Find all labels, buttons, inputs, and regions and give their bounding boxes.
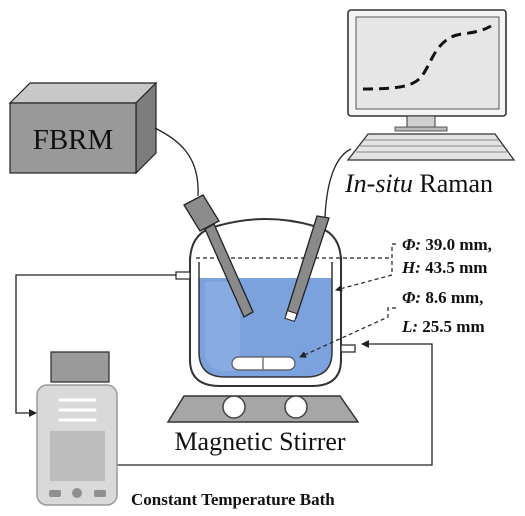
fbrm-box: FBRM [8,81,158,175]
bath-cap [50,351,110,383]
stirrer-knob-right [284,395,308,419]
raman-cable [324,148,352,218]
fbrm-box-top [8,82,158,104]
raman-signal-curve [362,24,492,91]
fbrm-probe-head [183,194,220,232]
circulation-line-out [15,274,176,417]
vessel-dim-height-symbol: H: [401,258,421,277]
stirbar-dim-symbol: Φ: [402,288,421,307]
jacket-port-top-left [175,271,191,280]
bath-device-icon [36,351,118,506]
fbrm-box-front [9,102,137,174]
stirbar-dim-line1: Φ: 8.6 mm, [402,288,483,307]
stirbar-dim-length-symbol: L: [401,317,418,336]
raman-probe-tip [284,310,298,322]
magnetic-stirrer [166,395,360,423]
stirbar-dim-diameter: 8.6 mm, [421,288,483,307]
liquid-highlight [205,282,240,371]
bath-button-left [49,490,61,497]
vessel-dim-line1: Φ: 39.0 mm, [402,235,492,254]
jacket-port-bottom-right [340,344,356,353]
raman-label: In-situ Raman [344,169,493,198]
stirrer-knob-left [222,395,246,419]
stirrer-plate [166,395,360,423]
bath-label: Constant Temperature Bath [131,490,335,509]
bath-button-right [94,490,106,497]
fbrm-label: FBRM [33,124,114,156]
vessel-dim-diameter: 39.0 mm, [421,235,492,254]
reactor-vessel [175,218,392,387]
vessel-dim-height: 43.5 mm [421,258,488,277]
vessel-inner-wall [198,262,333,378]
circulation-line-in [117,340,433,466]
raman-probe [284,215,330,322]
monitor-icon [347,9,507,132]
fbrm-probe [183,194,254,318]
stirrer-label: Magnetic Stirrer [174,427,345,456]
vessel-dim-symbol: Φ: [402,235,421,254]
fbrm-cable [154,127,199,197]
vessel-dim-line2: H: 43.5 mm [401,258,487,277]
vessel-dim-leader [335,243,396,292]
bath-panel [50,431,105,481]
raman-label-rest: Raman [413,169,493,198]
bath-button-center [72,488,82,498]
raman-label-italic: In-situ [344,169,413,198]
stirbar-dim-leader [299,307,396,358]
keyboard-icon [346,133,516,161]
stirbar-dim-length: 25.5 mm [418,317,485,336]
stirbar-dim-line2: L: 25.5 mm [401,317,485,336]
fbrm-probe-shaft [204,223,254,318]
vessel-lid [189,218,342,263]
